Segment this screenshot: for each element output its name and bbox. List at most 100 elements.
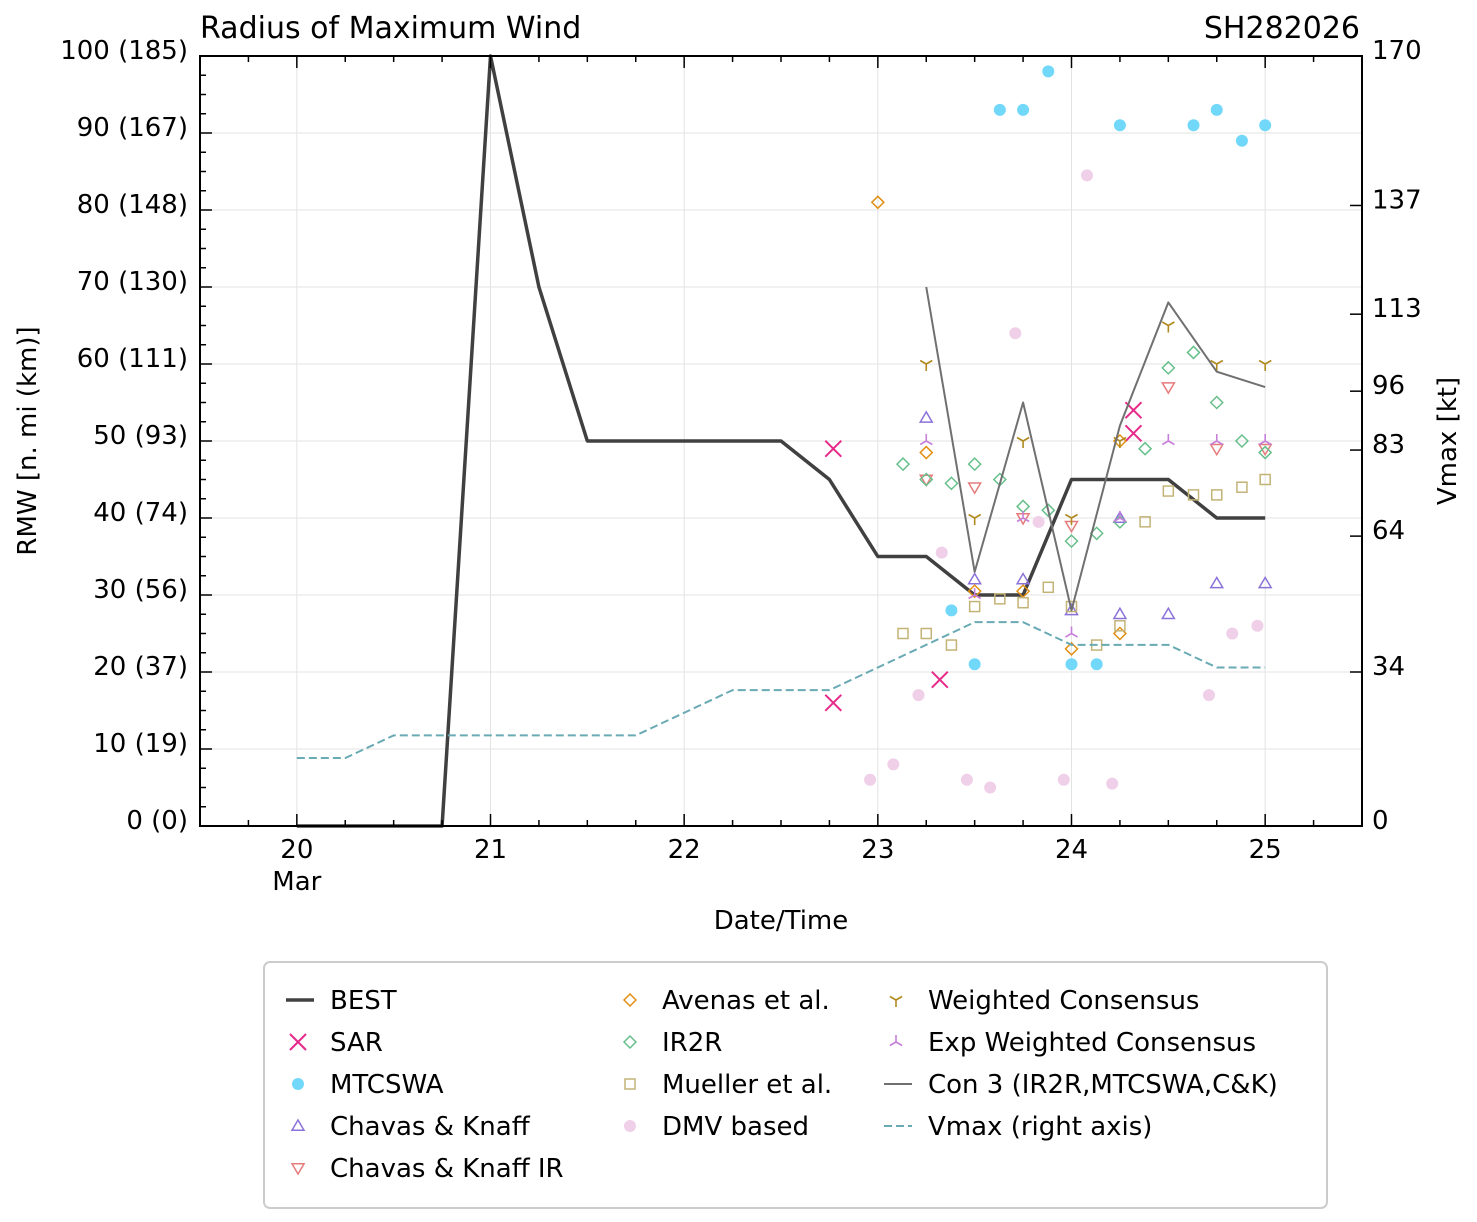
legend-label: IR2R (662, 1028, 722, 1058)
legend-label: Exp Weighted Consensus (928, 1028, 1256, 1058)
mueller-et-al-point (1259, 473, 1271, 486)
y-tick-label: 20 (37) (93, 652, 188, 682)
y2-tick-label: 83 (1372, 430, 1405, 460)
dmv-based-point (1080, 169, 1093, 182)
y2-tick-label: 96 (1372, 371, 1405, 401)
series-dmv-based (864, 169, 1264, 794)
dmv-based-point (864, 773, 877, 786)
chavas-knaff-point (918, 410, 934, 423)
mtcswa-point (1113, 119, 1126, 132)
mtcswa-point (1065, 658, 1078, 671)
mueller-et-al-point (1042, 581, 1055, 594)
mueller-et-al-point (1211, 489, 1223, 501)
legend-box (263, 961, 1328, 1209)
exp-weighted-consensus-point (968, 588, 982, 600)
legend: BEST SAR MTCSWA Chavas & Knaff Chavas & Knaf… (286, 986, 1278, 1184)
legend-label: DMV based (662, 1112, 809, 1142)
legend-swatch (889, 995, 903, 1007)
y2-tick-label: 0 (1372, 806, 1389, 836)
ir2r-point (1064, 534, 1079, 549)
ir2r-point (1258, 445, 1273, 460)
legend-item: MTCSWA (292, 1070, 444, 1100)
exp-weighted-consensus-point (1161, 434, 1175, 446)
series-con-3-ir2r-mtcswa-c-k (925, 286, 1266, 612)
exp-weighted-consensus-point (1016, 511, 1030, 523)
chavas-knaff-point (1257, 575, 1273, 589)
plot-series (296, 54, 1273, 828)
y2-tick-label: 137 (1372, 185, 1422, 215)
mtcswa-point (1090, 658, 1103, 671)
dmv-based-point (1203, 689, 1216, 702)
sar-point (1124, 424, 1143, 443)
y2-tick-label: 113 (1372, 294, 1422, 324)
ir2r-point (944, 476, 959, 491)
y-tick-label: 60 (111) (77, 344, 188, 374)
weighted-consensus-point (1161, 321, 1175, 333)
y-tick-label: 0 (0) (126, 806, 188, 836)
series-mtcswa (945, 65, 1272, 671)
legend-label: Chavas & Knaff IR (330, 1154, 564, 1184)
dmv-based-point (1032, 515, 1045, 528)
chavas-knaff-point (1112, 606, 1128, 620)
mueller-et-al-point (994, 593, 1006, 605)
chavas-knaff-point (1112, 510, 1128, 523)
dmv-based-point (912, 689, 925, 702)
y-tick-label: 40 (74) (93, 498, 188, 528)
exp-weighted-consensus-point (919, 434, 933, 446)
ir2r-point (1234, 433, 1249, 449)
y2-tick-label: 170 (1372, 36, 1422, 66)
dmv-based-point (1009, 327, 1022, 340)
y2-tick-label: 64 (1372, 516, 1405, 546)
legend-swatch (889, 1035, 903, 1047)
legend-label: Weighted Consensus (928, 986, 1199, 1016)
vmax-right-axis-line (296, 621, 1266, 760)
dmv-based-point (1226, 627, 1239, 640)
weighted-consensus-point (968, 513, 982, 525)
mtcswa-point (1017, 103, 1030, 116)
y-tick-label: 100 (185) (60, 36, 188, 66)
legend-swatch (624, 1120, 636, 1132)
ir2r-point (1209, 395, 1224, 410)
legend-swatch (622, 1034, 638, 1050)
x-tick-label: 23 (861, 835, 894, 865)
sar-point (931, 670, 949, 689)
series-exp-weighted-consensus (919, 434, 1272, 638)
con-3-ir2r-mtcswa-c-k-line (925, 286, 1266, 612)
series-weighted-consensus (919, 321, 1272, 525)
series-chavas-knaff (918, 410, 1273, 620)
ir2r-point (1138, 441, 1153, 456)
weighted-consensus-point (1210, 359, 1224, 371)
exp-weighted-consensus-point (1113, 511, 1127, 523)
chavas-knaff-point (1161, 606, 1176, 620)
mtcswa-point (945, 604, 958, 617)
mueller-et-al-point (1065, 600, 1078, 613)
series-vmax-right-axis (296, 621, 1266, 760)
exp-weighted-consensus-point (1210, 434, 1224, 446)
legend-swatch (290, 1118, 306, 1131)
mtcswa-point (1187, 119, 1200, 132)
legend-item: Exp Weighted Consensus (889, 1028, 1256, 1058)
chart-title: Radius of Maximum Wind (200, 11, 581, 46)
chavas-knaff-ir-point (1209, 443, 1225, 457)
dmv-based-point (935, 546, 948, 559)
avenas-et-al-point (870, 195, 885, 210)
y-tick-label: 70 (130) (77, 267, 188, 297)
chavas-knaff-point (1015, 572, 1031, 585)
dmv-based-point (1251, 619, 1264, 632)
ir2r-point (919, 472, 934, 487)
ir2r-point (967, 457, 982, 472)
mueller-et-al-point (945, 639, 958, 651)
dmv-based-point (1057, 773, 1070, 786)
legend-label: MTCSWA (330, 1070, 444, 1100)
series-avenas-et-al (870, 195, 1127, 656)
weighted-consensus-point (1016, 436, 1030, 448)
mueller-et-al-point (1017, 596, 1029, 609)
mueller-et-al-point (1236, 481, 1248, 493)
y2-axis-label: Vmax [kt] (1433, 377, 1463, 505)
x-tick-sublabel: Mar (272, 867, 321, 897)
legend-item: Chavas & Knaff IR (290, 1154, 564, 1184)
best-line (296, 54, 1266, 828)
mtcswa-point (968, 658, 981, 671)
dmv-based-point (887, 758, 900, 771)
